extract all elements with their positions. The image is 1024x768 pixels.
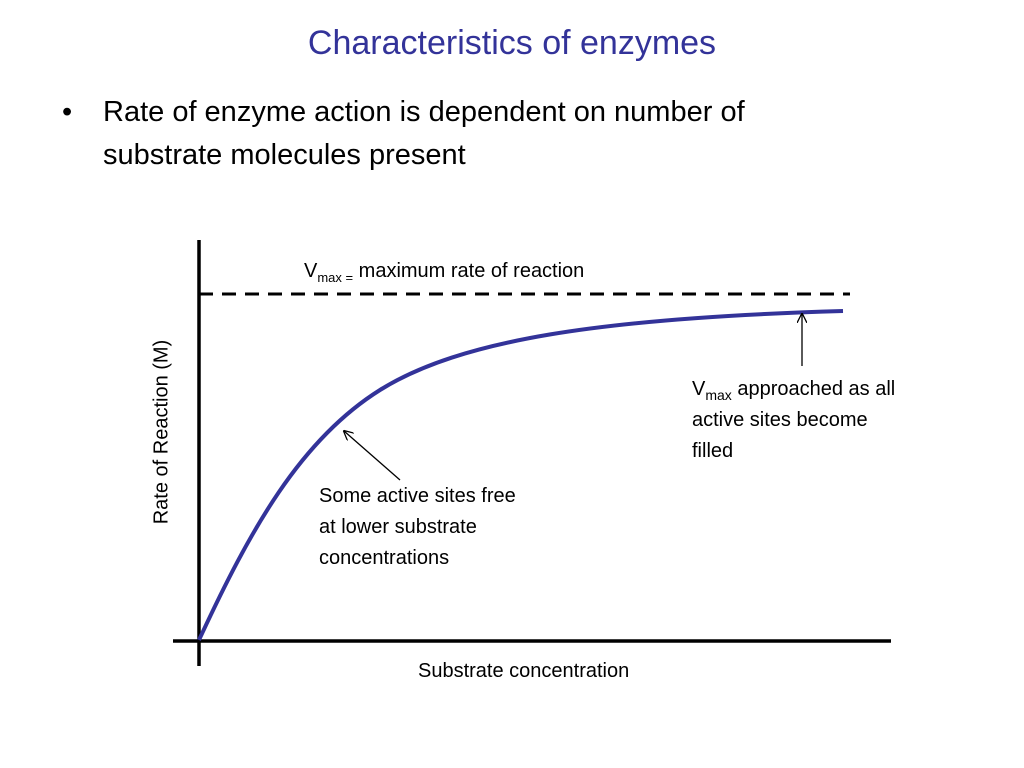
note-line: filled [692, 440, 734, 462]
note-line: active sites become [692, 409, 868, 431]
note-line: approached as all [737, 378, 896, 400]
saturation-curve [197, 309, 844, 641]
vmax-label: Vmax = maximum rate of reaction [304, 260, 584, 285]
slide-title: Characteristics of enzymes [307, 24, 717, 62]
bullet-line: substrate molecules present [103, 139, 466, 171]
x-axis-label: Substrate concentration [418, 660, 630, 682]
arrow [344, 431, 401, 481]
subscript: max = [317, 270, 354, 285]
label-text: maximum rate of reaction [358, 260, 585, 282]
y-axis-label: Rate of Reaction (M) [150, 339, 173, 525]
bullet-marker: • [62, 96, 73, 128]
plateau-note: Vmax approached as all [692, 378, 895, 403]
note-line: at lower substrate [319, 516, 477, 538]
note-line: Some active sites free [319, 485, 516, 507]
note-line: concentrations [319, 547, 450, 569]
symbol: V [692, 378, 706, 400]
bullet-line: Rate of enzyme action is dependent on nu… [103, 96, 745, 128]
symbol: V [304, 260, 318, 282]
subscript: max [705, 387, 732, 403]
